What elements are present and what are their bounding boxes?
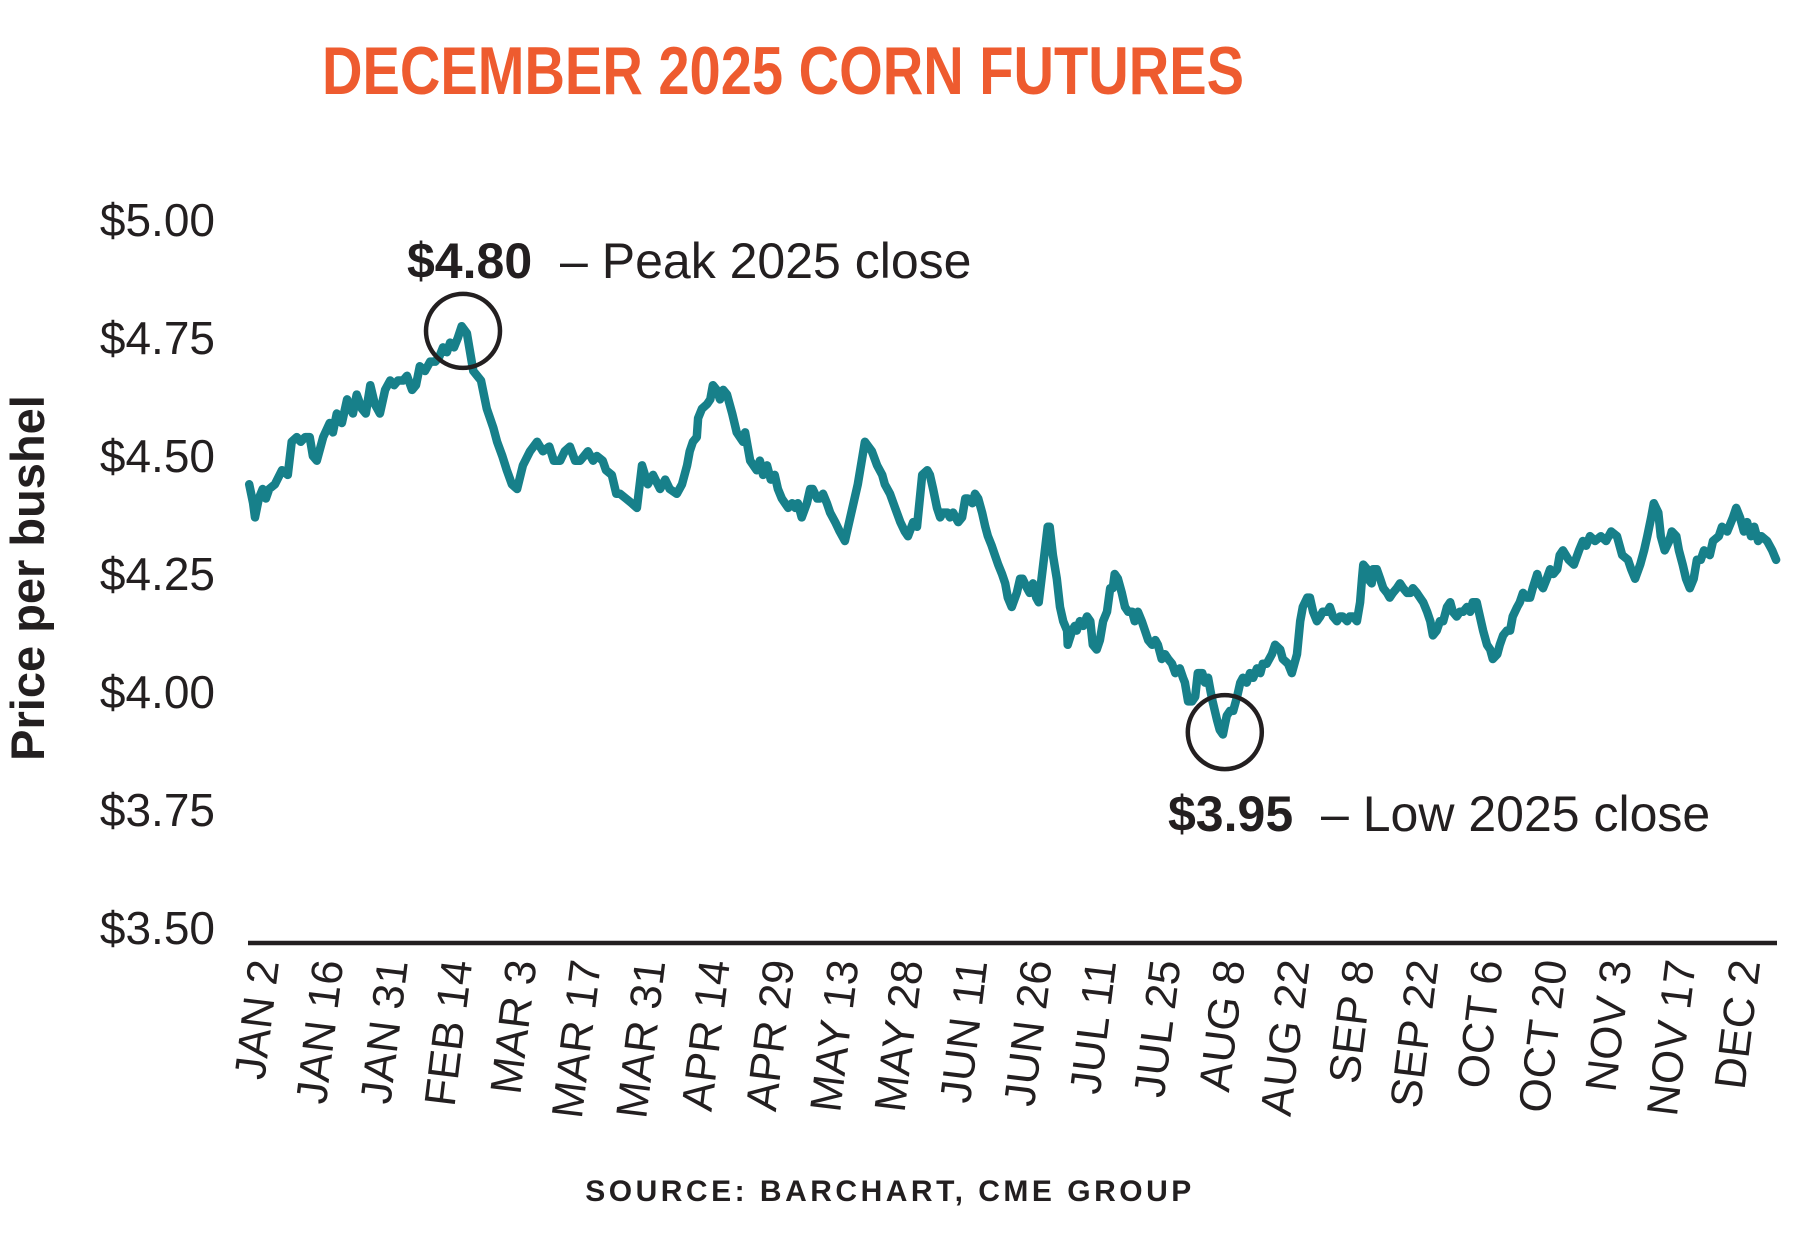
- price-line: [244, 321, 1781, 739]
- low-annotation: $3.95 – Low 2025 close: [1168, 786, 1710, 842]
- y-tick-label: $3.50: [100, 902, 215, 954]
- source-credit: SOURCE: BARCHART, CME GROUP: [585, 1175, 1195, 1208]
- price-line-group: [244, 321, 1781, 739]
- y-axis-label: Price per bushel: [1, 395, 54, 761]
- annotation-circle: [1185, 692, 1265, 772]
- peak-annotation-text: – Peak 2025 close: [560, 233, 971, 289]
- y-tick-label: $4.50: [100, 430, 215, 482]
- y-tick-label: $5.00: [100, 194, 215, 246]
- y-tick-label: $3.75: [100, 784, 215, 836]
- peak-annotation: $4.80 – Peak 2025 close: [407, 233, 971, 289]
- y-tick-label: $4.25: [100, 548, 215, 600]
- chart-title: DECEMBER 2025 CORN FUTURES: [322, 33, 1244, 109]
- annotation-circles: [423, 291, 1265, 772]
- y-tick-labels: $5.00 $4.75 $4.50 $4.25 $4.00 $3.75 $3.50: [100, 194, 215, 954]
- y-tick-label: $4.75: [100, 312, 215, 364]
- peak-annotation-value: $4.80: [407, 233, 532, 289]
- low-annotation-value: $3.95: [1168, 786, 1293, 842]
- y-tick-label: $4.00: [100, 666, 215, 718]
- annotation-circle: [423, 291, 503, 371]
- low-annotation-text: – Low 2025 close: [1321, 786, 1710, 842]
